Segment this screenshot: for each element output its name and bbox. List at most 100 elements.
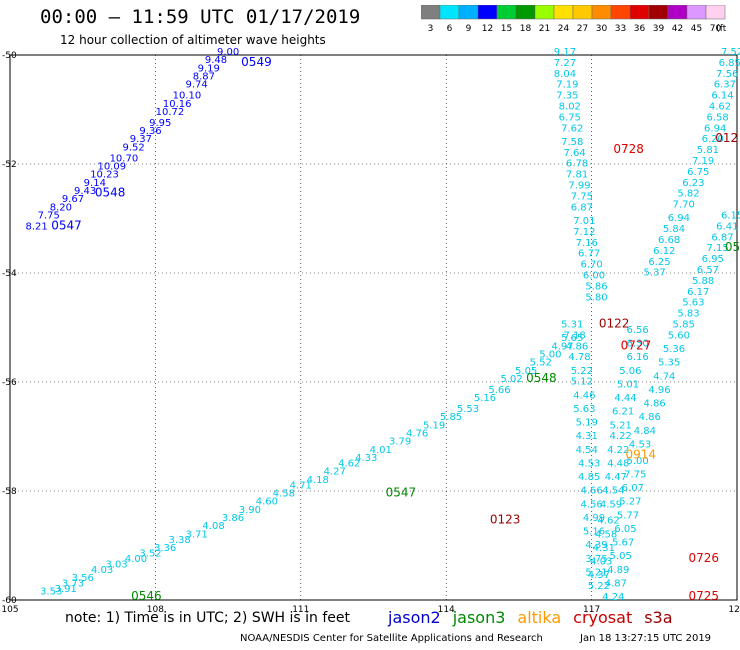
y-tick-label: -56 (2, 378, 17, 388)
y-tick-label: -54 (2, 269, 17, 279)
wave-height-point: 7.15 (706, 243, 728, 254)
wave-height-point: 8.02 (559, 102, 581, 113)
credit-line: NOAA/NESDIS Center for Satellite Applica… (240, 633, 543, 644)
colorbar-tick-label: 27 (577, 24, 588, 34)
wave-height-point: 9.74 (185, 80, 207, 91)
x-tick-label: 105 (1, 605, 18, 615)
pass-time-label: 0547 (386, 485, 417, 499)
pass-time-label: 0727 (621, 338, 652, 352)
colorbar-tick-label: 15 (501, 24, 512, 34)
wave-height-point: 4.89 (607, 565, 629, 576)
x-tick-label: 120 (728, 605, 740, 615)
wave-height-point: 4.01 (370, 445, 392, 456)
wave-height-point: 3.03 (105, 559, 127, 570)
wave-height-point: 6.20 (702, 134, 724, 145)
wave-height-point: 9.43 (74, 186, 96, 197)
wave-height-point: 4.84 (634, 426, 656, 437)
wave-height-point: 5.67 (612, 538, 634, 549)
wave-height-point: 7.62 (561, 123, 583, 134)
colorbar-tick-label: 6 (447, 24, 453, 34)
wave-height-point: 6.07 (622, 483, 644, 494)
y-tick-label: -60 (2, 596, 17, 606)
colorbar-swatch (705, 5, 726, 20)
wave-height-point: 5.01 (617, 379, 639, 390)
colorbar-tick-label: 9 (466, 24, 472, 34)
wave-height-point: 4.47 (605, 472, 627, 483)
wave-height-point: 6.94 (704, 123, 726, 134)
colorbar-tick-label: 24 (558, 24, 570, 34)
wave-height-point: 6.78 (566, 159, 588, 170)
wave-height-point: 6.17 (687, 287, 709, 298)
y-tick-label: -50 (2, 51, 17, 61)
x-tick-label: 111 (292, 605, 309, 615)
colorbar-tick-label: 21 (539, 24, 550, 34)
wave-height-point: 6.23 (682, 178, 704, 189)
wave-height-point: 6.68 (658, 235, 680, 246)
wave-height-point: 6.58 (706, 112, 728, 123)
wave-height-point: 6.75 (559, 112, 581, 123)
wave-height-point: 6.25 (648, 257, 670, 268)
wave-height-point: 5.37 (643, 268, 665, 279)
wave-height-point: 5.00 (627, 456, 649, 467)
wave-height-point: 5.05 (610, 551, 632, 562)
wave-height-point: 4.97 (551, 341, 573, 352)
wave-height-point: 3.56 (72, 573, 94, 584)
colorbar-tick-label: 42 (672, 24, 683, 34)
wave-height-point: 5.16 (583, 527, 605, 538)
wave-height-point: 4.27 (324, 467, 346, 478)
pass-time-label: 0549 (241, 55, 272, 69)
x-tick-label: 117 (583, 605, 600, 615)
wave-height-point: 5.36 (663, 344, 685, 355)
chart-title: 00:00 – 11:59 UTC 01/17/2019 (40, 6, 361, 28)
wave-height-point: 5.21 (610, 420, 632, 431)
legend-entry-altika: altika (517, 608, 562, 627)
wave-height-point: 5.00 (539, 349, 561, 360)
plot-frame (9, 54, 738, 601)
wave-height-point: 10.10 (173, 91, 202, 102)
colorbar-tick-label: 70 (710, 24, 722, 34)
wave-height-point: 5.53 (457, 404, 479, 415)
wave-height-point: 7.64 (564, 148, 586, 159)
wave-height-point: 6.12 (653, 246, 675, 257)
colorbar-unit: (ft) (716, 24, 726, 34)
wave-height-point: 7.16 (576, 238, 598, 249)
footnote: note: 1) Time is in UTC; 2) SWH is in fe… (65, 610, 351, 626)
wave-height-point: 6.77 (578, 249, 600, 260)
pass-time-label: 0548 (526, 371, 557, 385)
pass-time-label: 0726 (689, 551, 720, 565)
wave-height-point: 6.70 (580, 260, 602, 271)
wave-height-point: 4.48 (607, 458, 629, 469)
wave-height-point: 5.06 (619, 366, 641, 377)
wave-height-point: 4.54 (576, 445, 598, 456)
wave-height-point: 10.09 (97, 161, 126, 172)
wave-height-point: 7.56 (716, 69, 738, 80)
wave-height-point: 4.96 (648, 385, 670, 396)
colorbar-tick-label: 30 (596, 24, 608, 34)
wave-height-point: 6.00 (583, 270, 605, 281)
wave-height-point: 5.60 (668, 330, 690, 341)
wave-height-point: 4.74 (653, 371, 675, 382)
wave-height-point: 4.31 (593, 543, 615, 554)
wave-height-point: 4.46 (573, 390, 595, 401)
wave-height-point: 5.12 (571, 377, 593, 388)
wave-height-point: 4.53 (629, 439, 651, 450)
wave-height-point: 9.14 (84, 178, 106, 189)
wave-height-point: 3.71 (185, 529, 207, 540)
legend-entry-cryosat: cryosat (573, 608, 633, 627)
wave-height-point: 6.21 (612, 407, 634, 418)
pass-time-label: 0123 (490, 513, 521, 527)
colorbar-tick-label: 39 (653, 24, 665, 34)
wave-height-point: 5.22 (588, 581, 610, 592)
wave-height-point: 4.31 (576, 431, 598, 442)
wave-height-point: 5.88 (692, 276, 714, 287)
wave-height-point: 4.33 (355, 453, 377, 464)
wave-height-point: 4.87 (605, 578, 627, 589)
wave-height-point: 7.75 (38, 211, 60, 222)
wave-height-point: 4.22 (607, 445, 629, 456)
wave-height-point: 4.54 (602, 486, 624, 497)
colorbar-tick-label: 36 (634, 24, 646, 34)
wave-height-point: 10.16 (163, 99, 192, 110)
y-tick-label: -52 (2, 160, 17, 170)
